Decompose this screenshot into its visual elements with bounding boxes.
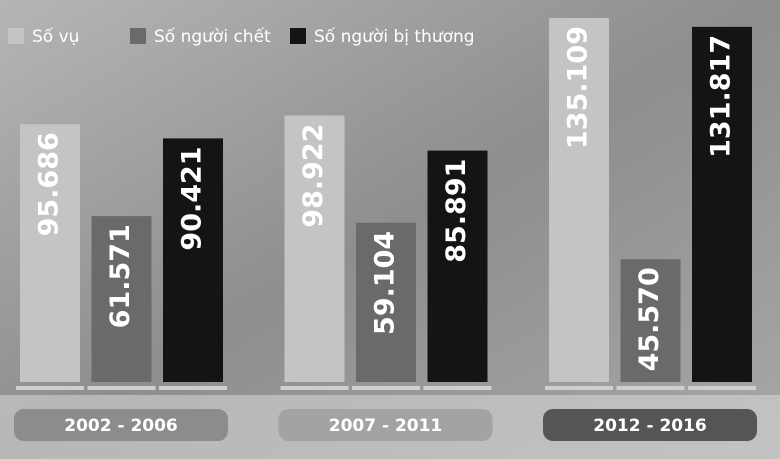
category-label: 2012 - 2016 — [593, 416, 707, 436]
legend-label: Số vụ — [32, 26, 79, 47]
bar — [163, 138, 223, 382]
bar-base — [87, 386, 156, 390]
bar-base — [280, 386, 349, 390]
value-label: 135.109 — [563, 26, 594, 149]
bar-base — [545, 386, 613, 390]
value-label: 61.571 — [105, 224, 136, 328]
bar — [20, 124, 80, 383]
legend-label: Số người bị thương — [314, 26, 475, 47]
bar-base — [423, 386, 492, 390]
bar — [284, 115, 345, 382]
category-pill — [278, 409, 493, 441]
legend-label: Số người chết — [154, 26, 271, 47]
category-label: 2007 - 2011 — [329, 416, 443, 436]
value-label: 90.421 — [177, 146, 208, 250]
value-label: 98.922 — [298, 123, 329, 227]
bar-base — [352, 386, 420, 390]
bar — [91, 216, 152, 382]
category-pill — [543, 409, 757, 441]
legend-swatch — [8, 28, 24, 44]
bar-base — [616, 386, 685, 390]
bar — [427, 150, 488, 382]
bar — [549, 18, 609, 382]
legend-swatch — [130, 28, 146, 44]
value-label: 45.570 — [634, 267, 665, 371]
legend-swatch — [290, 28, 306, 44]
value-label: 85.891 — [441, 159, 472, 263]
value-label: 95.686 — [34, 132, 65, 236]
category-label: 2002 - 2006 — [64, 416, 178, 436]
category-pill — [14, 409, 228, 441]
bar — [692, 26, 752, 382]
bar-base — [159, 386, 227, 390]
bar-base — [16, 386, 84, 390]
value-label: 131.817 — [706, 35, 737, 158]
bar — [620, 259, 681, 382]
value-label: 59.104 — [370, 231, 401, 335]
bar-base — [688, 386, 756, 390]
bar — [356, 222, 416, 382]
